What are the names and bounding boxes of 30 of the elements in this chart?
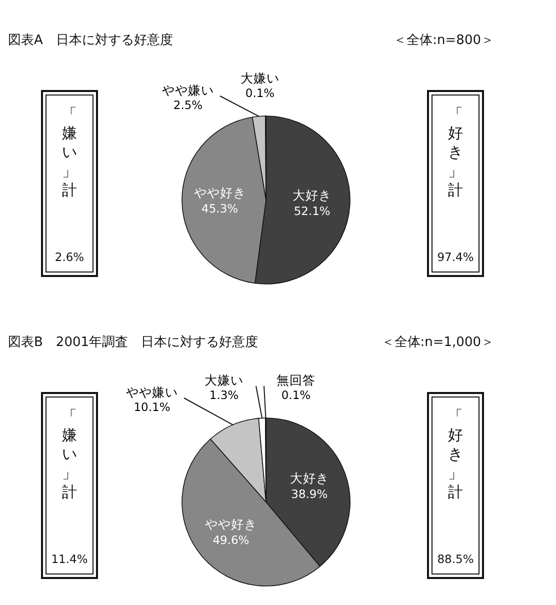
chart-title: 図表B 2001年調査 日本に対する好意度 [8, 334, 258, 350]
data-label: 45.3% [202, 202, 238, 216]
text: 「嫌い」計 [62, 105, 77, 199]
text: 88.5% [437, 552, 474, 566]
text: ＜全体:n=800＞ [394, 33, 494, 48]
data-label: 1.3% [209, 388, 239, 402]
slice-label: やや嫌い [162, 82, 214, 98]
slice-label: やや好き [194, 185, 246, 200]
chart-title: 図表A 日本に対する好意度 [8, 32, 173, 48]
data-label: 10.1% [134, 400, 170, 414]
data-label: 2.5% [173, 98, 203, 112]
slice-label: やや好き [204, 516, 257, 532]
data-label: 49.6% [212, 533, 250, 548]
data-label: 0.1% [281, 388, 311, 402]
slice-label: 大好き [290, 470, 329, 486]
slice-label: 大嫌い [204, 372, 244, 388]
slice-label: 大好き [292, 188, 332, 203]
text: 「嫌い」計 [62, 407, 77, 501]
slice-label: 無回答 [276, 372, 316, 388]
text: 97.4% [437, 250, 474, 264]
text: 2.6% [54, 250, 84, 264]
text: 「好き」計 [448, 407, 463, 501]
data-label: 0.1% [245, 86, 275, 100]
text: 「好き」計 [448, 105, 463, 199]
data-label: 38.9% [291, 487, 328, 502]
text: ＜全体:n=1,000＞ [381, 335, 494, 350]
slice-label: 大嫌い [240, 70, 280, 86]
slice-label: やや嫌い [126, 384, 178, 400]
data-label: 52.1% [294, 204, 330, 218]
text: 11.4% [51, 552, 88, 566]
